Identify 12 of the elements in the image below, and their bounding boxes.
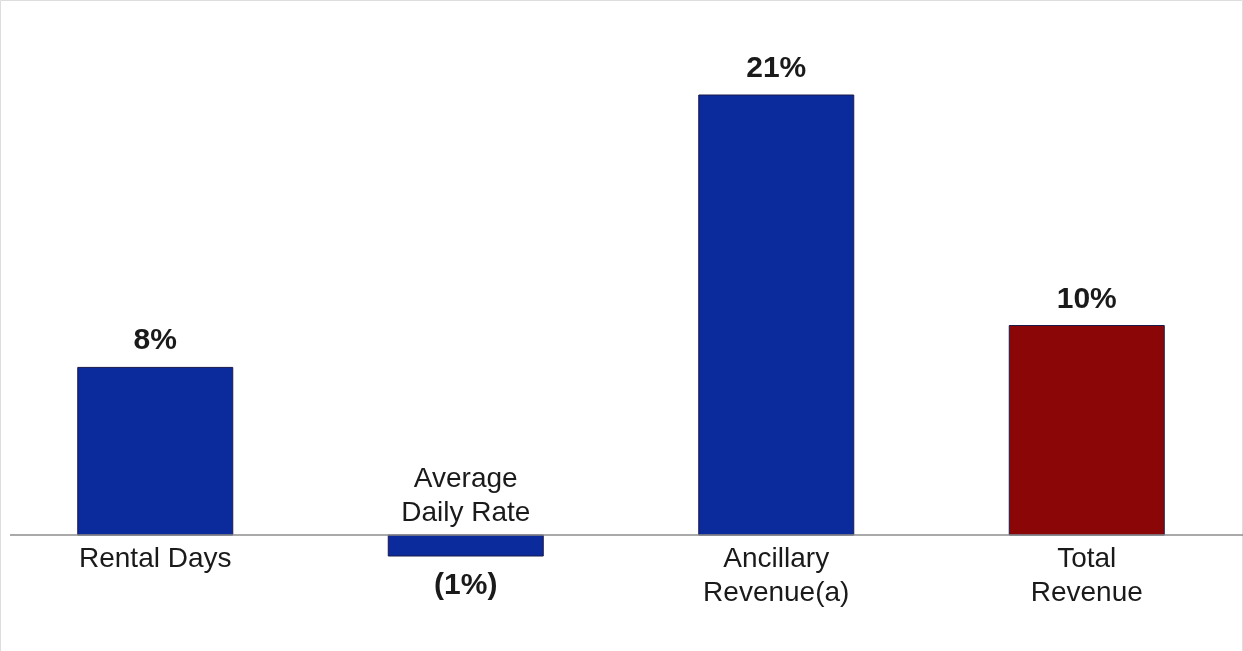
bar (77, 366, 234, 536)
data-label: 8% (133, 322, 177, 356)
bar (387, 534, 544, 557)
bar (1008, 325, 1165, 536)
data-label: 10% (1056, 280, 1117, 314)
data-label: 21% (746, 50, 807, 83)
x-tick-label: Rental Days (78, 542, 232, 574)
x-tick-label: Total Revenue (1030, 542, 1143, 608)
data-label: (1%) (434, 567, 498, 600)
x-tick-label: Average Daily Rate (401, 462, 531, 528)
x-tick-label: Ancillary Revenue(a) (703, 542, 850, 608)
bar (698, 94, 855, 536)
